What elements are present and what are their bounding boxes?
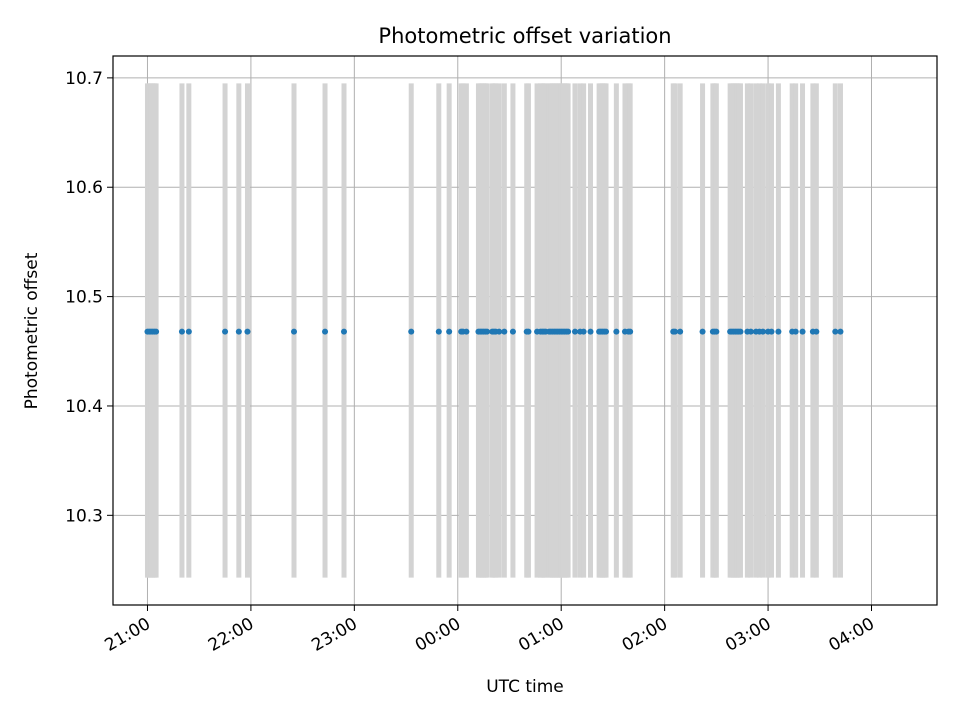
data-point [580, 328, 587, 335]
y-axis: 10.3 10.4 10.5 10.6 10.7 [65, 69, 113, 526]
data-point [501, 328, 508, 335]
data-point [747, 328, 754, 335]
y-tick-label: 10.6 [65, 178, 103, 198]
data-point [587, 328, 594, 335]
data-point [571, 328, 578, 335]
data-point [244, 328, 251, 335]
data-point [671, 328, 678, 335]
data-point [737, 328, 744, 335]
y-tick-label: 10.5 [65, 288, 103, 308]
data-point [484, 328, 491, 335]
data-points [144, 328, 844, 335]
data-point [799, 328, 806, 335]
data-point [153, 328, 160, 335]
data-point [603, 328, 610, 335]
data-point [222, 328, 229, 335]
data-point [509, 328, 516, 335]
data-point [699, 328, 706, 335]
data-point [291, 328, 298, 335]
data-point [322, 328, 329, 335]
data-point [677, 328, 684, 335]
y-axis-label: Photometric offset [22, 252, 42, 409]
data-point [759, 328, 766, 335]
data-point [496, 328, 503, 335]
data-point [813, 328, 820, 335]
data-point [525, 328, 532, 335]
data-point [463, 328, 470, 335]
data-point [435, 328, 442, 335]
y-tick-label: 10.3 [65, 506, 103, 526]
data-point [340, 328, 347, 335]
data-point [627, 328, 634, 335]
data-point [235, 328, 242, 335]
data-point [185, 328, 192, 335]
data-point [837, 328, 844, 335]
y-tick-label: 10.7 [65, 69, 103, 89]
data-point [565, 328, 572, 335]
plot-frame [112, 55, 938, 606]
data-point [775, 328, 782, 335]
data-point [792, 328, 799, 335]
x-axis-label: UTC time [486, 677, 564, 697]
data-point [713, 328, 720, 335]
data-point [768, 328, 775, 335]
data-point [178, 328, 185, 335]
chart-title: Photometric offset variation [378, 24, 671, 48]
data-point [446, 328, 453, 335]
y-tick-label: 10.4 [65, 397, 103, 417]
data-point [408, 328, 415, 335]
data-point [613, 328, 620, 335]
data-point [832, 328, 839, 335]
